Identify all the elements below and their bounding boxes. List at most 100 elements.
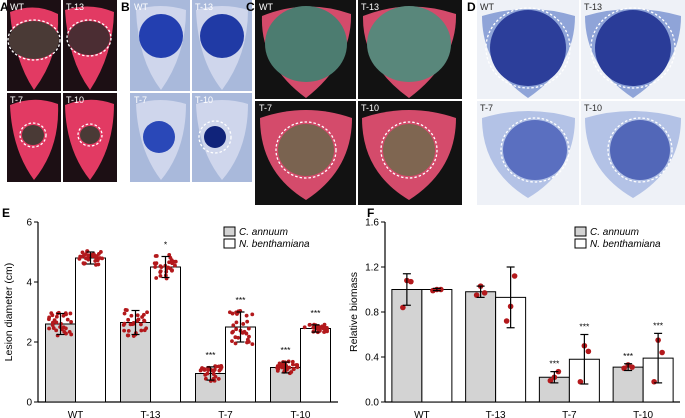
panel-letter-b: B [121,0,130,14]
legend-label-c-annuum: C. annuum [590,227,639,238]
data-point [144,326,149,331]
lesion-outline-a-t7 [19,122,47,148]
data-point [158,264,163,269]
data-point [241,322,246,326]
data-point [621,365,627,372]
data-point [170,260,175,265]
data-point [166,265,171,270]
y-tick-label: 0.8 [365,308,379,319]
data-point [100,256,105,261]
significance-marker: * [164,240,168,250]
bar-wt-n-benthamiana [421,289,453,403]
x-tick-label: T-7 [562,410,577,418]
panel-letter-d: D [467,0,476,14]
data-point [173,263,177,268]
y-tick-label: 1.6 [365,218,379,229]
legend-label-c-annuum: C. annuum [239,227,288,238]
data-point [503,318,510,324]
x-tick-label: WT [414,410,430,418]
bar-wt-c-annuum [391,289,423,403]
significance-marker: *** [579,322,590,332]
lesion-d-t10 [610,120,670,180]
lesion-a-t13 [68,21,110,55]
label-a-t13: T-13 [66,2,84,12]
x-tick-label: T-10 [290,410,310,418]
data-point [170,268,174,273]
data-point [122,328,127,333]
data-point [280,362,285,367]
lesion-c-wt [265,6,347,82]
data-point [167,260,172,265]
data-point [54,314,59,319]
label-c-t7: T-7 [259,103,272,113]
label-d-t10: T-10 [584,103,602,113]
data-point [202,368,207,372]
data-point [49,311,54,315]
data-point [227,310,232,315]
legend-swatch-c-annuum [574,226,587,237]
label-c-t13: T-13 [361,2,379,12]
data-point [291,367,296,371]
data-point [51,326,56,330]
data-point [473,292,480,298]
data-point [240,330,245,335]
data-point [277,361,282,366]
lesion-d-t7 [503,120,567,180]
y-tick-label: 0 [26,398,32,409]
label-b-t10: T-10 [195,95,213,105]
data-point [290,359,295,364]
lesion-outline-b-t10 [198,120,232,154]
y-axis-label: Relative biomass [348,272,360,352]
lesion-c-t7 [278,124,334,176]
bar-t-10-c-annuum [612,366,644,403]
data-point [129,313,134,318]
data-point [651,378,657,385]
lesion-outline-a-wt [7,19,61,61]
data-point [236,335,241,340]
data-point [230,339,234,344]
data-point [139,328,144,333]
lesion-d-t13 [595,10,671,86]
lesion-outline-d-t7 [500,117,570,183]
data-point [287,365,292,370]
data-point [233,335,238,340]
significance-marker: *** [653,320,664,330]
x-tick-label: T-7 [218,410,233,418]
data-point [61,313,66,318]
legend-swatch-c-annuum [223,226,236,237]
data-point [234,320,239,325]
data-point [250,312,255,317]
data-point [216,377,221,381]
lesion-outline-a-t10 [77,123,103,147]
label-c-t10: T-10 [361,103,379,113]
significance-marker: *** [281,345,292,355]
chart-f-relative-biomass: F 0.0 0.4 0.8 1.2 1.6 Relative biomass WT T-13 T… [348,206,680,418]
panel-letter-e: E [2,206,10,220]
data-point [95,258,100,263]
data-point [629,364,635,370]
label-b-t7: T-7 [134,95,147,105]
data-point [136,317,141,322]
data-point [245,319,250,324]
data-point [122,311,127,316]
label-d-t13: T-13 [584,2,602,12]
data-point [54,328,59,333]
data-point [290,362,295,367]
y-tick-label: 6 [26,218,32,229]
data-point [47,326,51,331]
data-point [98,250,103,254]
data-point [94,262,98,267]
lesion-d-wt [490,10,566,86]
data-point [142,319,147,323]
significance-marker: *** [311,308,322,318]
lesion-a-wt [9,21,59,59]
data-point [153,261,158,266]
data-point [481,290,488,296]
data-point [408,278,414,285]
data-point [247,334,251,339]
data-point [158,269,163,274]
data-point [585,348,592,355]
lesion-outline-d-wt [485,7,571,89]
panel-c: C WT T-13 T-7 T-10 [246,0,462,205]
panel-b: B WT T-13 T-7 T-10 [121,0,252,182]
